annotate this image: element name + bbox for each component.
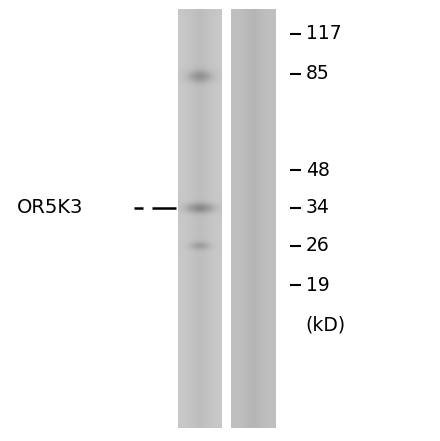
- Text: 48: 48: [306, 161, 330, 179]
- Text: 117: 117: [306, 24, 341, 44]
- Text: 34: 34: [306, 198, 330, 217]
- Text: (kD): (kD): [306, 316, 346, 335]
- Text: 19: 19: [306, 276, 330, 295]
- Text: 85: 85: [306, 64, 330, 83]
- Text: 26: 26: [306, 236, 330, 255]
- Text: OR5K3: OR5K3: [17, 198, 84, 217]
